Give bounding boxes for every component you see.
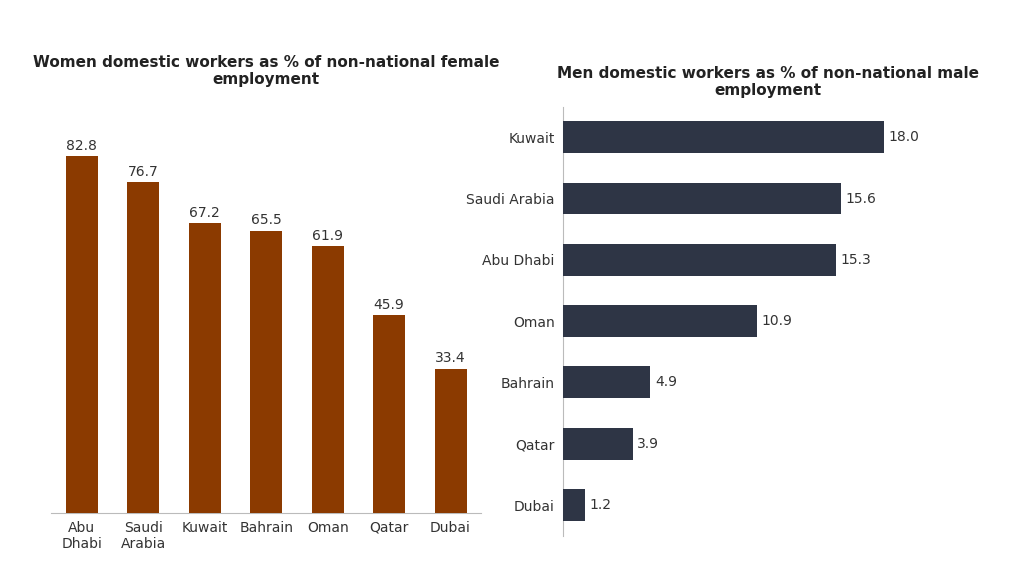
Text: 76.7: 76.7 xyxy=(128,165,159,179)
Bar xyxy=(127,183,160,513)
Bar xyxy=(434,369,467,513)
Text: 61.9: 61.9 xyxy=(312,229,343,242)
Text: 45.9: 45.9 xyxy=(374,298,404,312)
Text: 3.9: 3.9 xyxy=(637,437,659,451)
Bar xyxy=(373,315,406,513)
Text: 67.2: 67.2 xyxy=(189,206,220,220)
Bar xyxy=(563,489,585,521)
Text: 15.6: 15.6 xyxy=(846,191,877,206)
Text: 18.0: 18.0 xyxy=(888,130,920,144)
Title: Women domestic workers as % of non-national female
employment: Women domestic workers as % of non-natio… xyxy=(33,55,500,87)
Text: Domestic workers as a percentage of migrant workers: Domestic workers as a percentage of migr… xyxy=(26,28,853,57)
Text: 82.8: 82.8 xyxy=(67,139,97,153)
Bar xyxy=(563,366,650,399)
Bar xyxy=(563,428,633,460)
Bar xyxy=(563,122,884,153)
Text: 65.5: 65.5 xyxy=(251,213,282,227)
Bar xyxy=(66,156,98,513)
Bar xyxy=(311,246,344,513)
Bar xyxy=(188,223,221,513)
Text: 10.9: 10.9 xyxy=(762,314,793,328)
Bar xyxy=(250,230,283,513)
Bar xyxy=(563,305,758,337)
Text: 33.4: 33.4 xyxy=(435,351,466,365)
Bar xyxy=(563,183,841,214)
Bar xyxy=(563,244,836,276)
Text: 1.2: 1.2 xyxy=(589,498,611,512)
Title: Men domestic workers as % of non-national male
employment: Men domestic workers as % of non-nationa… xyxy=(557,66,979,98)
Text: 15.3: 15.3 xyxy=(840,253,870,267)
Text: 4.9: 4.9 xyxy=(655,376,677,389)
